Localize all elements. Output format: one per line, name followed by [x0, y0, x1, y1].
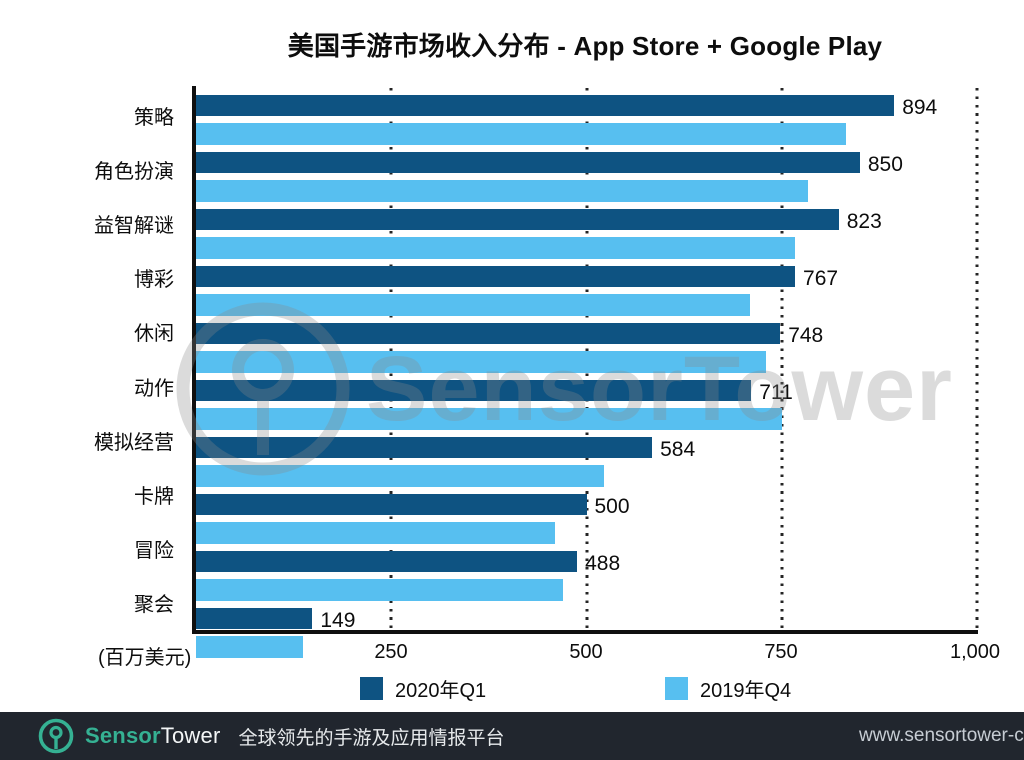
- bar-2020q1: [196, 209, 839, 230]
- bar-row: 488: [196, 544, 977, 601]
- axis-unit-label: (百万美元): [98, 647, 192, 669]
- bar-row: 584: [196, 430, 977, 487]
- y-axis-line: [192, 86, 196, 634]
- bar-value-label: 894: [902, 96, 938, 119]
- category-label: 聚会: [134, 594, 174, 617]
- bar-value-label: 711: [759, 381, 793, 404]
- bar-value-label: 850: [867, 153, 903, 176]
- bar-value-label: 748: [788, 324, 824, 347]
- category-label: 卡牌: [134, 486, 174, 509]
- bar-row: 823: [196, 202, 977, 259]
- plot-rows: 894 850 823 767 748 711 584 500 488 149: [196, 88, 977, 658]
- category-label: 博彩: [134, 269, 174, 292]
- bar-value-label: 149: [320, 609, 356, 632]
- plot-area: 894 850 823 767 748 711 584 500 488 149: [192, 86, 979, 658]
- bar-row: 850: [196, 145, 977, 202]
- bar-2019q4: [196, 579, 564, 601]
- category-label: 益智解谜: [94, 215, 174, 237]
- footer-brand: SensorTower: [85, 723, 220, 749]
- legend-label-2020q1: 2020年Q1: [395, 679, 487, 702]
- category-label: 角色扮演: [94, 160, 174, 183]
- legend-label-2019q4: 2019年Q4: [700, 679, 792, 702]
- gridline-750: [780, 88, 784, 630]
- bar-2019q4: [196, 294, 750, 316]
- bar-2020q1: [196, 551, 578, 572]
- bar-value-label: 584: [660, 438, 696, 461]
- category-labels: 策略角色扮演益智解谜博彩休闲动作模拟经营卡牌冒险聚会: [0, 88, 183, 630]
- bar-2020q1: [196, 437, 653, 458]
- category-label: 策略: [134, 106, 174, 129]
- bar-2020q1: [196, 152, 860, 173]
- x-tick-250: 250: [374, 641, 408, 663]
- bar-row: 767: [196, 259, 977, 316]
- category-label: 冒险: [134, 540, 174, 563]
- legend-swatch-2020q1: [360, 676, 383, 700]
- x-tick-1000: 1,000: [949, 641, 1001, 663]
- bar-2020q1: [196, 608, 313, 629]
- bar-2019q4: [196, 636, 303, 658]
- x-tick-750: 750: [764, 641, 798, 663]
- bar-2020q1: [196, 323, 781, 344]
- bar-value-label: 488: [585, 552, 621, 575]
- bar-2019q4: [196, 465, 604, 487]
- legend-swatch-2019q4: [665, 676, 688, 700]
- bar-value-label: 767: [803, 267, 839, 290]
- bar-row: 894: [196, 88, 977, 145]
- footer-bar: SensorTower 全球领先的手游及应用情报平台 www.sensortow…: [0, 712, 1024, 760]
- bar-2019q4: [196, 408, 782, 430]
- footer-url: www.sensortower-c: [859, 725, 1024, 746]
- bar-2020q1: [196, 266, 796, 287]
- bar-2020q1: [196, 380, 752, 401]
- legend-item-2020q1: 2020年Q1: [360, 676, 487, 702]
- x-axis-line: [192, 630, 978, 634]
- footer-brand-tower: Tower: [160, 723, 221, 748]
- x-tick-500: 500: [569, 641, 603, 663]
- bar-row: 711: [196, 373, 977, 430]
- footer-brand-sensor: Sensor: [85, 723, 161, 748]
- sensortower-logo-icon: [38, 718, 74, 754]
- bar-2020q1: [196, 494, 587, 515]
- bar-value-label: 500: [594, 495, 630, 518]
- bar-2019q4: [196, 123, 846, 145]
- bar-2019q4: [196, 351, 767, 373]
- bar-value-label: 823: [846, 210, 882, 233]
- bar-2019q4: [196, 522, 556, 544]
- bar-2019q4: [196, 180, 809, 202]
- category-label: 动作: [134, 377, 174, 400]
- category-label: 模拟经营: [94, 431, 174, 454]
- chart-title: 美国手游市场收入分布 - App Store + Google Play: [287, 31, 883, 61]
- bar-row: 149: [196, 601, 977, 658]
- bar-2019q4: [196, 237, 796, 259]
- bar-row: 500: [196, 487, 977, 544]
- bar-2020q1: [196, 95, 895, 116]
- legend-item-2019q4: 2019年Q4: [665, 676, 792, 702]
- gridline-1000: [975, 88, 979, 630]
- footer-tagline: 全球领先的手游及应用情报平台: [238, 727, 505, 749]
- category-label: 休闲: [134, 323, 174, 346]
- bar-row: 748: [196, 316, 977, 373]
